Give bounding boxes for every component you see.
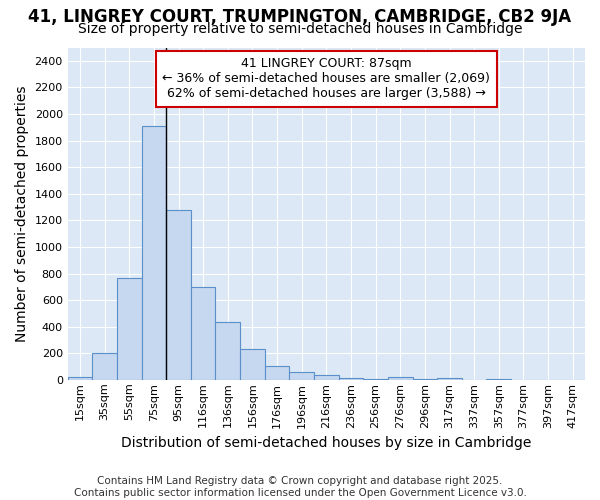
Text: Size of property relative to semi-detached houses in Cambridge: Size of property relative to semi-detach… — [78, 22, 522, 36]
Bar — [413, 378, 437, 380]
Bar — [166, 210, 191, 380]
Y-axis label: Number of semi-detached properties: Number of semi-detached properties — [15, 86, 29, 342]
Bar — [289, 372, 314, 380]
Bar — [142, 126, 166, 380]
X-axis label: Distribution of semi-detached houses by size in Cambridge: Distribution of semi-detached houses by … — [121, 436, 532, 450]
Bar — [240, 350, 265, 380]
Bar — [215, 322, 240, 380]
Bar — [191, 287, 215, 380]
Bar — [363, 378, 388, 380]
Text: 41 LINGREY COURT: 87sqm
← 36% of semi-detached houses are smaller (2,069)
62% of: 41 LINGREY COURT: 87sqm ← 36% of semi-de… — [163, 58, 490, 100]
Text: 41, LINGREY COURT, TRUMPINGTON, CAMBRIDGE, CB2 9JA: 41, LINGREY COURT, TRUMPINGTON, CAMBRIDG… — [28, 8, 572, 26]
Bar — [338, 378, 363, 380]
Bar — [314, 375, 338, 380]
Bar — [487, 378, 511, 380]
Bar — [92, 354, 117, 380]
Bar — [265, 366, 289, 380]
Bar — [117, 278, 142, 380]
Bar — [388, 377, 413, 380]
Text: Contains HM Land Registry data © Crown copyright and database right 2025.
Contai: Contains HM Land Registry data © Crown c… — [74, 476, 526, 498]
Bar — [68, 377, 92, 380]
Bar — [437, 378, 462, 380]
